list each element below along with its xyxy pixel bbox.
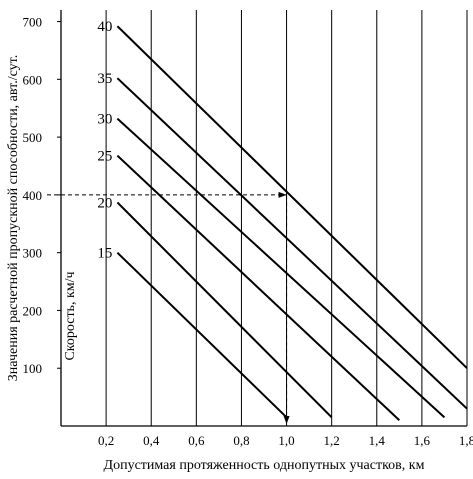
series-line: [116, 201, 333, 419]
x-tick-label: 0,8: [233, 433, 249, 448]
series-labels: 40 35 30 25 20 15: [97, 19, 112, 261]
x-tick-labels: 0,2 0,4 0,6 0,8 1,0 1,2 1,4 1,6 1,8: [98, 433, 473, 448]
x-tick-label: 1,6: [414, 433, 431, 448]
y-tick-marks: [57, 21, 61, 369]
x-tick-label: 1,2: [324, 433, 340, 448]
x-tick-label: 0,6: [188, 433, 205, 448]
guide-arrow-horizontal: [278, 191, 287, 198]
series-line: [116, 251, 288, 419]
guide-arrow-down: [283, 416, 290, 424]
y-tick-label: 700: [23, 15, 43, 30]
y-tick-label: 500: [23, 130, 43, 145]
y-tick-label: 100: [23, 361, 43, 376]
series-lines: [116, 25, 468, 421]
x-tick-label: 1,4: [369, 433, 386, 448]
x-axis-title: Допустимая протяженность однопутных учас…: [104, 458, 425, 473]
x-tick-label: 1,0: [278, 433, 294, 448]
y-tick-label: 300: [23, 246, 43, 261]
x-tick-label: 0,2: [98, 433, 114, 448]
series-line: [116, 117, 446, 419]
series-line: [116, 154, 401, 421]
series-label: 15: [97, 246, 112, 262]
series-line: [116, 77, 468, 410]
series-label: 35: [97, 71, 112, 87]
y-axis-title: Значения расчетной пропускной способност…: [6, 55, 21, 381]
vertical-grid: [105, 10, 468, 426]
inner-speed-label: Скорость, км/ч: [63, 271, 78, 360]
series-label: 40: [97, 19, 112, 35]
reading-annotation: [47, 191, 290, 424]
series-label: 25: [97, 149, 112, 165]
y-tick-label: 200: [23, 303, 43, 318]
series-label: 20: [97, 195, 112, 211]
series-line: [116, 25, 468, 369]
x-tick-label: 0,4: [143, 433, 160, 448]
series-label: 30: [97, 112, 112, 128]
x-tick-label: 1,8: [459, 433, 473, 448]
y-tick-label: 400: [23, 188, 43, 203]
y-tick-label: 600: [23, 72, 43, 87]
y-tick-labels: 100 200 300 400 500 600 700: [23, 15, 43, 377]
